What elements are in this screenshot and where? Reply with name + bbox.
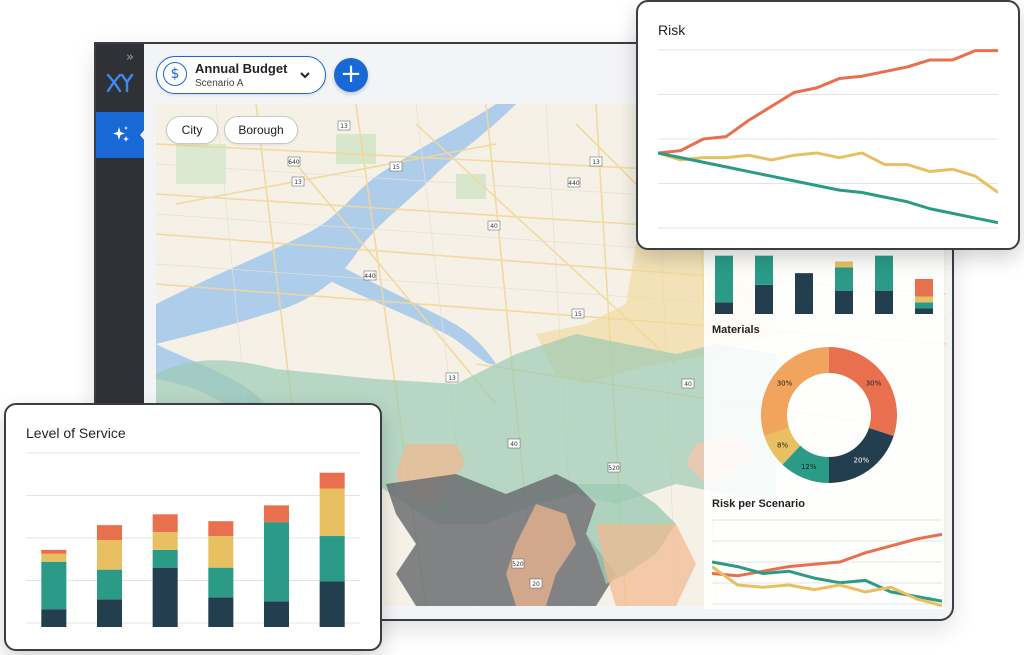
bar-segment — [319, 472, 345, 489]
bar-segment — [152, 549, 178, 568]
bar-segment — [755, 284, 773, 314]
bar-segment — [41, 553, 67, 562]
bar-segment — [755, 255, 773, 285]
sparkle-icon — [113, 126, 129, 142]
bar-segment — [795, 273, 813, 314]
slice-label: 30% — [866, 380, 882, 388]
slice-label: 8% — [777, 441, 788, 449]
materials-title: Materials — [712, 324, 760, 336]
bar-segment — [263, 505, 290, 523]
donut-slice — [761, 347, 829, 437]
dollar-icon: $ — [163, 62, 187, 86]
bar-segment — [152, 567, 178, 627]
bar-segment — [319, 488, 345, 537]
bar-segment — [208, 567, 234, 598]
bar-segment — [96, 599, 123, 627]
bar-segment — [96, 525, 123, 540]
route-label: 15 — [392, 164, 400, 171]
series-line-1 — [658, 49, 998, 155]
route-label: 640 — [288, 159, 300, 166]
mini-bar-chart — [715, 255, 933, 314]
bar-segment — [208, 521, 234, 537]
bar-segment — [715, 255, 733, 303]
bar-segment — [915, 296, 933, 303]
bar-segment — [915, 302, 933, 309]
analytics-panel: Materials 30% 20% 12% 8% 30% Risk per Scenar… — [704, 244, 944, 609]
risk-per-scenario-chart — [712, 519, 942, 608]
bar-segment — [96, 569, 123, 600]
route-label: 15 — [574, 311, 582, 318]
chevron-down-icon — [300, 72, 310, 79]
level-of-service-bar-chart — [26, 452, 360, 627]
route-label: 40 — [490, 223, 498, 230]
route-label: 13 — [448, 375, 456, 382]
scenario-subtitle: Scenario A — [195, 78, 244, 89]
series-line-3 — [658, 151, 998, 225]
bar-segment — [715, 302, 733, 314]
bar-segment — [835, 261, 853, 268]
bar-segment — [208, 536, 234, 568]
bar-segment — [915, 308, 933, 314]
route-label: 440 — [364, 273, 376, 280]
materials-donut-chart: 30% 20% 12% 8% 30% — [761, 347, 897, 483]
route-label: 13 — [294, 179, 302, 186]
bar-segment — [41, 549, 67, 554]
slice-label: 30% — [777, 380, 793, 388]
route-label: 13 — [592, 159, 600, 166]
route-label: 40 — [510, 441, 518, 448]
route-label: 520 — [512, 561, 524, 568]
risk-line-chart — [658, 49, 998, 229]
bar-segment — [875, 290, 893, 314]
bar-segment — [263, 522, 290, 602]
bar-segment — [875, 255, 893, 291]
expand-icon[interactable]: » — [126, 50, 134, 65]
bar-segment — [152, 532, 178, 550]
bar-segment — [41, 609, 67, 627]
route-label: 13 — [340, 123, 348, 130]
route-label: 20 — [532, 581, 540, 588]
donut-slice — [829, 347, 897, 437]
slice-label: 20% — [854, 456, 870, 464]
bar-segment — [41, 561, 67, 610]
series-line-1 — [712, 532, 942, 578]
ai-assist-nav-item[interactable] — [96, 112, 144, 158]
bar-segment — [835, 267, 853, 291]
level-of-service-title: Level of Service — [26, 425, 126, 441]
risk-title: Risk — [658, 22, 686, 38]
slice-label: 12% — [801, 463, 817, 471]
route-label: 40 — [684, 381, 692, 388]
bar-segment — [319, 536, 345, 582]
donut-slice — [782, 445, 829, 483]
bar-segment — [208, 597, 234, 627]
series-line-3 — [712, 565, 942, 608]
filter-city-chip[interactable]: City — [166, 116, 218, 144]
level-of-service-card: Level of Service — [4, 403, 382, 651]
scenario-title: Annual Budget — [195, 61, 288, 76]
risk-card: Risk — [636, 0, 1020, 250]
route-label: 440 — [568, 180, 580, 187]
route-labels: 13 640 13 15 13 440 40 440 15 13 40 40 5… — [287, 120, 695, 589]
bar-segment — [152, 514, 178, 533]
filter-borough-chip[interactable]: Borough — [224, 116, 298, 144]
series-line-2 — [658, 151, 998, 194]
donut-slice — [764, 427, 801, 465]
bar-segment — [835, 290, 853, 314]
route-label: 520 — [608, 465, 620, 472]
scenario-selector[interactable]: $ Annual Budget Scenario A — [156, 56, 326, 94]
donut-slice — [829, 427, 894, 483]
active-caret — [140, 128, 146, 142]
bar-segment — [319, 581, 345, 627]
bar-segment — [96, 539, 123, 570]
app-logo-icon — [106, 73, 134, 93]
bar-segment — [263, 601, 290, 627]
bar-segment — [915, 279, 933, 297]
add-scenario-button[interactable]: + — [334, 58, 368, 92]
risk-per-scenario-title: Risk per Scenario — [712, 498, 805, 510]
